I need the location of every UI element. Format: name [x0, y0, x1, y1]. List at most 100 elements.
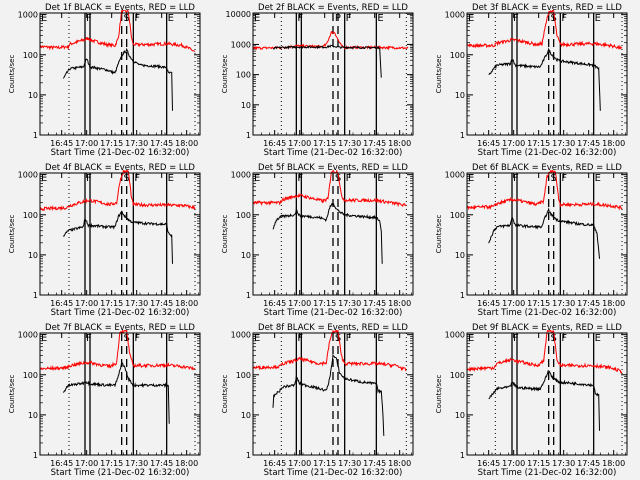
- event-marker-label: S: [124, 13, 130, 24]
- x-tick-label: 17:15: [313, 139, 336, 148]
- chart-title: Det 8f BLACK = Events, RED = LLD: [258, 323, 408, 333]
- y-tick-label: 10: [28, 91, 38, 100]
- plot-frame: [252, 172, 414, 296]
- y-axis-label: Counts/sec: [221, 375, 229, 414]
- event-marker-label: E: [168, 13, 174, 24]
- x-tick-label: 16:45: [50, 139, 73, 148]
- x-tick-label: 17:45: [150, 139, 173, 148]
- y-tick-label: 10: [455, 411, 465, 420]
- y-axis-label: Counts/sec: [221, 215, 229, 254]
- y-axis-label: Counts/sec: [8, 55, 16, 94]
- event-marker-label: E: [41, 13, 47, 24]
- detector-panel-2: Det 2f BLACK = Events, RED = LLD Start Ti…: [213, 0, 426, 160]
- y-tick-label: 100: [450, 211, 465, 220]
- detector-panel-8: Det 8f BLACK = Events, RED = LLD Start Ti…: [213, 320, 426, 480]
- y-tick-label: 1000: [445, 331, 465, 340]
- x-axis-label: Start Time (21-Dec-02 16:32:00): [478, 468, 617, 478]
- chart-svg: Det 2f BLACK = Events, RED = LLD Start Ti…: [221, 3, 414, 158]
- event-marker-label: F: [346, 13, 352, 24]
- x-axis-label: Start Time (21-Dec-02 16:32:00): [51, 308, 190, 318]
- chart-title: Det 9f BLACK = Events, RED = LLD: [472, 323, 622, 333]
- event-marker-label: F: [134, 173, 140, 184]
- detector-panel-1: Det 1f BLACK = Events, RED = LLD Start Ti…: [0, 0, 213, 160]
- x-tick-label: 17:00: [288, 299, 311, 308]
- y-tick-label: 10: [28, 251, 38, 260]
- event-marker-label: S: [335, 173, 341, 184]
- x-tick-label: 17:00: [75, 139, 98, 148]
- event-marker-label: E: [41, 173, 47, 184]
- chart-svg: Det 6f BLACK = Events, RED = LLD Start Ti…: [435, 163, 628, 318]
- x-tick-label: 17:30: [338, 299, 361, 308]
- x-tick-label: 17:30: [552, 139, 575, 148]
- event-marker-label: F: [134, 13, 140, 24]
- plot-frame: [252, 332, 414, 456]
- event-marker-label: S: [551, 173, 557, 184]
- y-tick-label: 100: [450, 51, 465, 60]
- x-axis-label: Start Time (21-Dec-02 16:32:00): [264, 468, 403, 478]
- x-tick-label: 17:45: [363, 299, 386, 308]
- y-axis-label: Counts/sec: [221, 55, 229, 94]
- x-tick-label: 17:15: [100, 139, 123, 148]
- y-tick-label: 10: [241, 101, 251, 110]
- detector-panel-7: Det 7f BLACK = Events, RED = LLD Start Ti…: [0, 320, 213, 480]
- x-tick-label: 16:45: [477, 459, 500, 468]
- y-tick-label: 10: [455, 251, 465, 260]
- x-tick-label: 17:00: [502, 459, 525, 468]
- detector-panel-3: Det 3f BLACK = Events, RED = LLD Start Ti…: [427, 0, 640, 160]
- chart-svg: Det 8f BLACK = Events, RED = LLD Start Ti…: [221, 323, 414, 478]
- event-marker-label: E: [41, 333, 47, 344]
- event-marker-label: F: [513, 333, 519, 344]
- y-tick-label: 10: [455, 91, 465, 100]
- y-tick-label: 100: [236, 71, 251, 80]
- event-marker-label: E: [254, 333, 260, 344]
- x-axis-label: Start Time (21-Dec-02 16:32:00): [51, 148, 190, 158]
- chart-title: Det 7f BLACK = Events, RED = LLD: [45, 323, 195, 333]
- y-tick-label: 10: [28, 411, 38, 420]
- series-line-lld: [467, 10, 623, 50]
- event-marker-label: E: [468, 173, 474, 184]
- event-marker-label: E: [254, 173, 260, 184]
- series-line-lld: [40, 170, 196, 212]
- x-tick-label: 18:00: [388, 139, 411, 148]
- x-tick-label: 16:45: [477, 299, 500, 308]
- y-tick-label: 100: [236, 371, 251, 380]
- series-line-lld: [40, 330, 196, 371]
- y-tick-label: 1: [33, 291, 38, 300]
- event-marker-label: E: [168, 333, 174, 344]
- x-tick-label: 18:00: [175, 139, 198, 148]
- chart-title: Det 5f BLACK = Events, RED = LLD: [258, 163, 408, 173]
- event-marker-label: P: [335, 13, 341, 24]
- chart-title: Det 1f BLACK = Events, RED = LLD: [45, 3, 195, 13]
- event-marker-label: F: [346, 333, 352, 344]
- x-tick-label: 17:00: [288, 459, 311, 468]
- event-marker-label: F: [561, 13, 567, 24]
- series-line-lld: [40, 10, 196, 52]
- x-tick-label: 17:00: [502, 299, 525, 308]
- event-marker-label: E: [468, 333, 474, 344]
- event-marker-label: E: [168, 173, 174, 184]
- series-line-events: [488, 47, 601, 111]
- y-axis-label: Counts/sec: [8, 375, 16, 414]
- y-tick-label: 1000: [445, 11, 465, 20]
- series-line-events: [62, 210, 173, 264]
- event-marker-label: E: [595, 13, 601, 24]
- x-tick-label: 17:00: [75, 459, 98, 468]
- detector-panel-5: Det 5f BLACK = Events, RED = LLD Start Ti…: [213, 160, 426, 320]
- event-marker-label: F: [134, 333, 140, 344]
- x-tick-label: 17:15: [100, 459, 123, 468]
- x-tick-label: 17:15: [100, 299, 123, 308]
- x-tick-label: 17:30: [125, 299, 148, 308]
- event-marker-label: F: [297, 173, 303, 184]
- x-tick-label: 17:45: [577, 299, 600, 308]
- x-tick-label: 17:30: [338, 459, 361, 468]
- chart-title: Det 4f BLACK = Events, RED = LLD: [45, 163, 195, 173]
- x-axis-label: Start Time (21-Dec-02 16:32:00): [478, 148, 617, 158]
- x-tick-label: 16:45: [477, 139, 500, 148]
- plot-frame: [39, 332, 201, 456]
- y-axis-label: Counts/sec: [435, 55, 443, 94]
- x-tick-label: 16:45: [263, 459, 286, 468]
- y-tick-label: 1000: [445, 171, 465, 180]
- x-tick-label: 17:45: [363, 459, 386, 468]
- event-marker-label: S: [124, 333, 130, 344]
- series-line-events: [488, 207, 600, 259]
